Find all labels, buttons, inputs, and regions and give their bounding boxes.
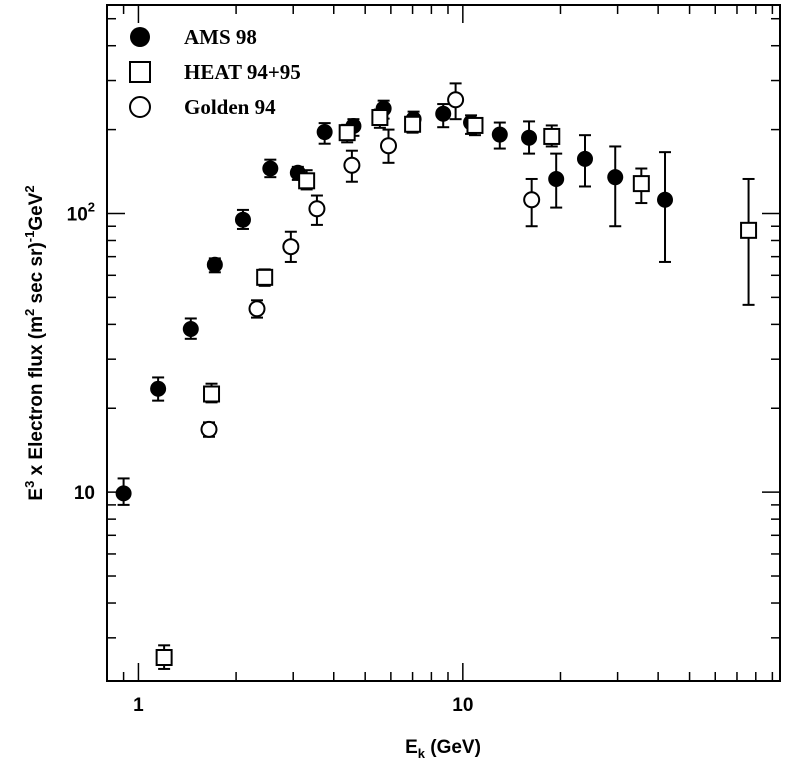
y-axis-label-sup3: -1 [22, 231, 37, 243]
data-point-open-circle [523, 191, 541, 209]
data-point-filled-circle [316, 124, 333, 141]
series-ams-98 [115, 99, 674, 506]
data-point-open-square [338, 124, 356, 142]
legend-label-golden-94: Golden 94 [184, 95, 276, 119]
x-axis-label-subscript: k [418, 746, 426, 761]
data-point-open-circle [282, 238, 300, 256]
y-axis-label-part2: x Electron flux (m [26, 316, 47, 481]
data-point-filled-circle [548, 170, 565, 187]
data-point-open-square [371, 109, 389, 127]
data-point-open-square [203, 385, 221, 403]
data-point-open-circle [447, 91, 465, 109]
data-point-filled-circle [206, 256, 223, 273]
legend-filled-circle-marker [130, 27, 150, 47]
x-axis-label-main: E [405, 737, 418, 758]
y-tick-label: 10 [74, 483, 95, 504]
series-golden-94 [200, 82, 541, 438]
y-axis-label-sup1: 3 [22, 481, 37, 488]
data-point-filled-circle [182, 320, 199, 337]
y-tick-label-base: 10 [74, 483, 95, 504]
data-point-open-circle [308, 200, 326, 218]
legend-open-circle-marker [129, 96, 151, 118]
data-point-open-square [155, 649, 173, 667]
data-point-open-square [298, 172, 316, 190]
y-axis-label: E3 x Electron flux (m2 sec sr)-1GeV2 [22, 185, 47, 500]
legend-entry-heat-94-95: HEAT 94+95 [129, 60, 301, 84]
data-point-open-square [404, 115, 422, 133]
y-axis-label-sup2: 2 [22, 309, 37, 316]
data-point-open-circle [200, 420, 218, 438]
data-point-filled-circle [521, 129, 538, 146]
y-axis-label-part3: sec sr) [26, 242, 47, 309]
legend-entry-golden-94: Golden 94 [129, 95, 276, 119]
x-tick-label: 10 [452, 695, 473, 716]
plot-frame [106, 4, 781, 682]
data-point-filled-circle [657, 191, 674, 208]
data-point-open-square [256, 268, 274, 286]
data-point-filled-circle [576, 150, 593, 167]
legend-entry-ams-98: AMS 98 [130, 25, 257, 49]
data-point-open-square [466, 116, 484, 134]
data-point-filled-circle [435, 105, 452, 122]
x-tick-label: 1 [133, 695, 144, 716]
data-point-open-square [632, 175, 650, 193]
y-tick-label-exponent: 2 [88, 199, 95, 214]
data-point-filled-circle [150, 380, 167, 397]
data-point-filled-circle [234, 211, 251, 228]
data-point-open-square [543, 127, 561, 145]
y-axis-label-part1: E [26, 488, 47, 501]
legend-open-square-marker [129, 61, 151, 83]
data-series [115, 82, 758, 670]
series-heat-94-95 [155, 108, 758, 670]
x-axis-label: Ek (GeV) [405, 737, 481, 761]
data-point-open-circle [343, 156, 361, 174]
y-tick-label: 102 [67, 199, 95, 225]
x-axis-label-rest: (GeV) [425, 737, 481, 758]
data-point-filled-circle [491, 126, 508, 143]
data-point-filled-circle [262, 160, 279, 177]
y-axis-label-sup4: 2 [22, 185, 37, 192]
legend: AMS 98 HEAT 94+95 Golden 94 [129, 25, 301, 119]
data-point-open-circle [379, 137, 397, 155]
legend-label-heat-94-95: HEAT 94+95 [184, 60, 301, 84]
data-point-filled-circle [115, 485, 132, 502]
data-point-open-square [740, 221, 758, 239]
x-axis-tick-labels: 1 10 [133, 695, 473, 716]
x-axis-ticks [106, 5, 774, 681]
data-point-open-circle [248, 300, 266, 318]
y-tick-label-base: 10 [67, 204, 88, 225]
data-point-filled-circle [607, 169, 624, 186]
y-axis-label-part4: GeV [26, 192, 47, 230]
legend-label-ams-98: AMS 98 [184, 25, 257, 49]
